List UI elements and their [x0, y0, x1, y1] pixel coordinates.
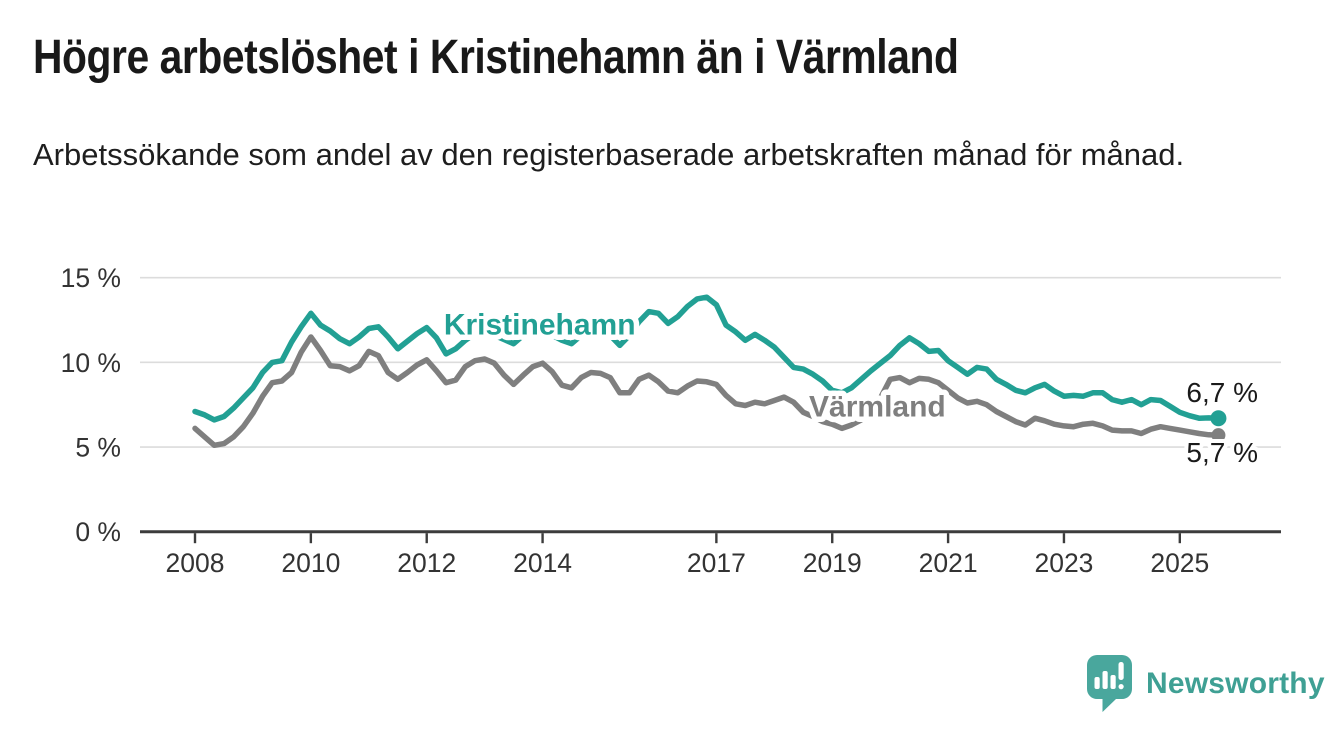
series-label-varmland: Värmland — [809, 391, 946, 424]
newsworthy-logo: Newsworthy — [1086, 654, 1325, 713]
bar-chart-speech-bubble-icon — [1087, 655, 1132, 712]
x-tick-label: 2012 — [397, 548, 456, 578]
x-tick-label: 2014 — [513, 548, 572, 578]
end-value-label-kristinehamn: 6,7 % — [1186, 377, 1258, 408]
chart-subtitle: Arbetssökande som andel av den registerb… — [33, 137, 1185, 172]
y-tick-label: 0 % — [75, 517, 121, 547]
series-label-kristinehamn: Kristinehamn — [444, 308, 636, 341]
x-tick-label: 2017 — [687, 548, 746, 578]
y-tick-label: 10 % — [61, 348, 121, 378]
line-chart: 0 % 5 % 10 % 15 % 2008 2010 2012 2014 2017 2019 20… — [61, 263, 1281, 578]
x-tick-label: 2025 — [1150, 548, 1209, 578]
x-tick-label: 2019 — [803, 548, 862, 578]
chart-title: Högre arbetslöshet i Kristinehamn än i V… — [33, 31, 959, 84]
y-tick-label: 5 % — [75, 433, 121, 463]
newsworthy-logo-text: Newsworthy — [1146, 666, 1325, 700]
end-dot-varmland — [1211, 428, 1226, 443]
x-tick-label: 2023 — [1034, 548, 1093, 578]
series-line-varmland — [192, 334, 1222, 449]
end-value-label-varmland: 5,7 % — [1186, 437, 1258, 468]
y-tick-label: 15 % — [61, 263, 121, 293]
x-tick-label: 2010 — [281, 548, 340, 578]
x-tick-label: 2008 — [166, 548, 225, 578]
series-line-kristinehamn — [192, 294, 1222, 423]
end-dot-kristinehamn — [1210, 410, 1227, 427]
x-tick-label: 2021 — [919, 548, 978, 578]
